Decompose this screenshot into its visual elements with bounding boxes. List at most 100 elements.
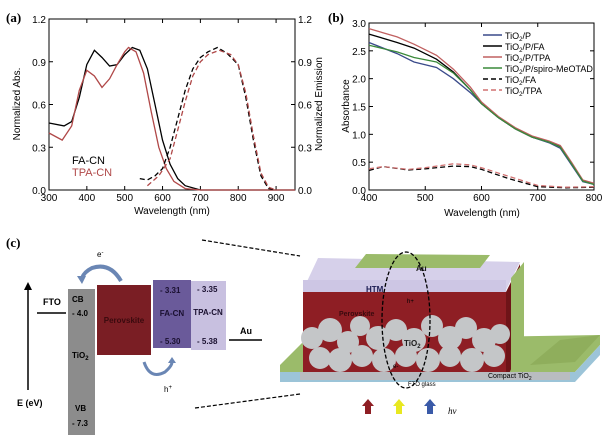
series-line-fa-cn <box>48 46 295 191</box>
y-tick-label: 2.0 <box>352 75 366 86</box>
legend-entry-main: TiO <box>505 42 519 52</box>
x-tick-label: 500 <box>417 193 434 204</box>
tio2-sphere <box>416 348 440 372</box>
series-line-tio2-p-spiro-meotad <box>368 44 595 186</box>
legend-entry-main: TiO <box>505 53 519 63</box>
tpa-cn-lumo: - 3.35 <box>197 285 218 294</box>
htm-layer <box>303 280 506 292</box>
tio2-vb-value: - 7.3 <box>72 419 89 428</box>
legend-entry-rest: /FA <box>523 75 537 85</box>
plot-frame-b <box>368 22 595 191</box>
legend-entry-sub: 2 <box>519 92 523 98</box>
compact-tio2-layer <box>300 372 570 380</box>
tpa-cn-label: TPA-CN <box>193 308 223 317</box>
red-light-arrow-icon <box>362 399 374 414</box>
legend-entry: TiO2/P <box>505 31 531 43</box>
x-tick-label: 400 <box>79 193 96 204</box>
legend-entry-main: TiO <box>505 75 519 85</box>
x-axis-label-b: Wavelength (nm) <box>444 208 520 219</box>
blue-light-arrow-icon <box>424 399 436 414</box>
legend-entry: TiO2/P/FA <box>505 42 545 54</box>
chart-a: (a) 300 400 500 600 700 800 900 0.0 0.0 0.3 0.3 0.6… <box>6 10 325 217</box>
fto-label: FTO <box>43 297 61 307</box>
legend-entry-main: TiO <box>505 86 519 96</box>
electron-label: e- <box>97 250 103 259</box>
device-au-label: Au <box>416 264 427 273</box>
x-tick-label: 800 <box>586 193 603 204</box>
device-electron-label: e- <box>393 364 398 370</box>
y2-tick-label: 0.0 <box>298 186 312 197</box>
y2-tick-label: 0.9 <box>298 58 312 69</box>
tio2-sphere <box>350 316 370 336</box>
contact-pad <box>530 335 600 365</box>
x-tick-label: 700 <box>192 193 209 204</box>
au-side-contact <box>511 262 524 370</box>
legend-entry-main: TiO <box>505 31 519 41</box>
highlight-ellipse <box>381 251 431 389</box>
series-line-tio2-tpa <box>368 163 595 188</box>
tio2-sphere <box>328 348 352 372</box>
tio2-band <box>68 289 95 435</box>
legend-entry-sub: 2 <box>519 48 523 54</box>
panel-label-a: (a) <box>6 10 21 25</box>
legend-tpa-cn: TPA-CN <box>72 167 112 179</box>
device-perovskite-label: Perovskite <box>339 311 375 318</box>
x-tick-label: 300 <box>41 193 58 204</box>
hole-label: h+ <box>164 385 172 394</box>
y-axis-label-b: Absorbance <box>341 79 352 133</box>
legend-entry-sub: 2 <box>519 81 523 87</box>
y-tick-label: 1.5 <box>352 103 366 114</box>
chart-b: (b) 400 500 600 700 800 0.0 0.5 1.0 1.5 2.0 2.5 3.0… <box>328 10 603 219</box>
hole-transfer-arrow-icon <box>142 361 174 376</box>
x-tick-label: 600 <box>473 193 490 204</box>
legend-entry-rest: /P <box>523 31 532 41</box>
legend-entry-rest: /TPA <box>523 86 542 96</box>
tio2-sphere <box>395 345 417 367</box>
device-htm-label: HTM <box>366 285 384 294</box>
light-label: hv <box>448 406 457 416</box>
x-tick-label: 900 <box>268 193 285 204</box>
x-tick-label: 600 <box>154 193 171 204</box>
fa-cn-lumo: - 3.31 <box>160 286 181 295</box>
tio2-sphere <box>318 318 342 342</box>
arrow-head-icon <box>24 282 32 290</box>
y2-tick-label: 0.3 <box>298 143 312 154</box>
legend-entry-sub: 2 <box>519 37 523 43</box>
fa-cn-label: FA-CN <box>160 309 185 318</box>
tio2-sphere <box>483 345 505 367</box>
tio2-nanoparticles <box>301 315 510 372</box>
y-tick-label: 2.5 <box>352 47 366 58</box>
y-tick-label: 0.0 <box>32 186 46 197</box>
au-electrode <box>355 254 490 268</box>
series-line-tpa-cn <box>48 46 295 191</box>
legend-entry: TiO2/P/spiro-MeOTAD <box>505 64 593 76</box>
tio2-sphere <box>372 348 396 372</box>
y-tick-label: 1.2 <box>32 15 46 26</box>
perovskite-band <box>97 285 151 355</box>
tio2-sphere <box>301 327 323 349</box>
tio2-sphere <box>455 317 477 339</box>
y-tick-label: 1.0 <box>352 130 366 141</box>
tio2-cb-label: CB <box>72 295 84 304</box>
panel-label-b: (b) <box>328 10 344 25</box>
device-schematic: Au HTM h+ Perovskite TiO2 e- Compact TiO… <box>280 251 600 416</box>
au-label: Au <box>240 326 252 336</box>
x-tick-label: 700 <box>529 193 546 204</box>
zoom-guide-bottom <box>194 393 301 409</box>
tio2-sphere <box>421 315 443 337</box>
tio2-sphere <box>460 348 484 372</box>
legend-entry-rest: /P/TPA <box>523 53 551 63</box>
legend-entry-sub: 2 <box>519 59 523 65</box>
tio2-sphere <box>490 324 510 344</box>
series-line-fa-cn <box>139 46 277 191</box>
tpa-cn-homo: - 5.38 <box>197 337 218 346</box>
y-tick-label: 0.6 <box>32 101 46 112</box>
tio2-cb-value: - 4.0 <box>72 309 89 318</box>
zoom-guide-top <box>201 239 301 257</box>
legend-entry: TiO2/TPA <box>505 86 542 98</box>
electron-transfer-arrow-icon <box>80 264 123 283</box>
y-tick-label: 0.5 <box>352 158 366 169</box>
legend-fa-cn: FA-CN <box>72 155 105 167</box>
tio2-sphere <box>439 345 461 367</box>
